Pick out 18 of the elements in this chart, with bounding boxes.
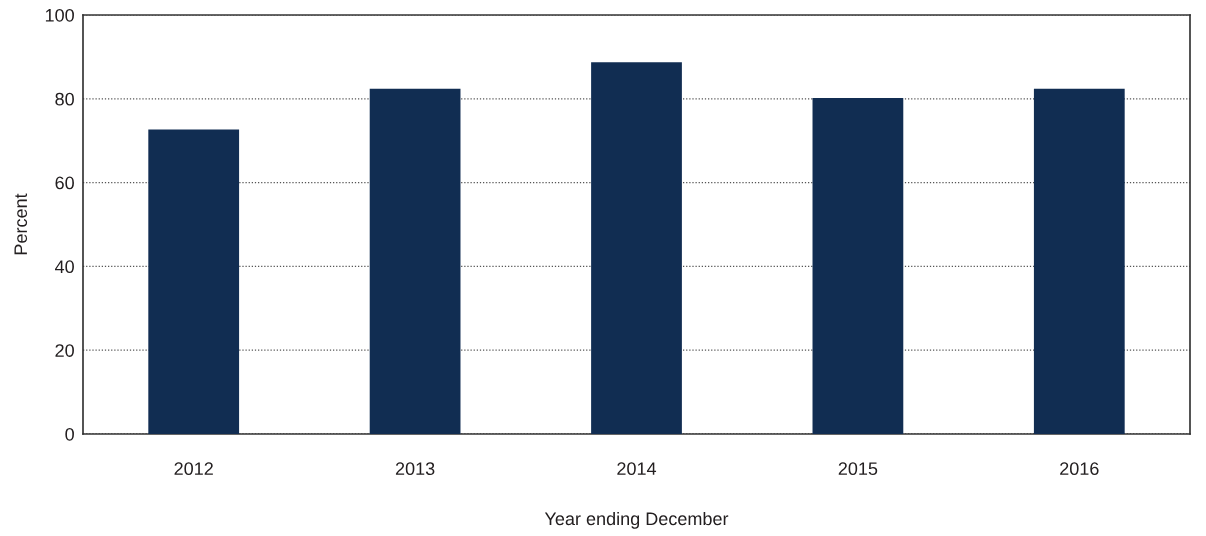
bar [591,62,682,434]
y-tick-label: 100 [45,8,74,22]
y-tick-label: 20 [55,344,74,357]
y-tick-label: 0 [65,427,74,441]
x-tick-label: 2014 [617,462,657,476]
x-tick-label: 2012 [174,462,213,476]
y-axis-title: Percent [14,193,28,255]
y-tick-label: 60 [55,176,74,190]
bar [148,129,240,434]
x-axis-title: Year ending December [544,511,729,529]
bar [812,97,904,434]
x-tick-label: 2016 [1060,462,1099,476]
x-tick-label: 2015 [838,462,878,476]
bar [1033,88,1125,434]
x-tick-label: 2013 [395,462,435,476]
y-tick-label: 80 [55,92,74,106]
y-tick-label: 40 [55,260,74,274]
bar [369,88,461,434]
